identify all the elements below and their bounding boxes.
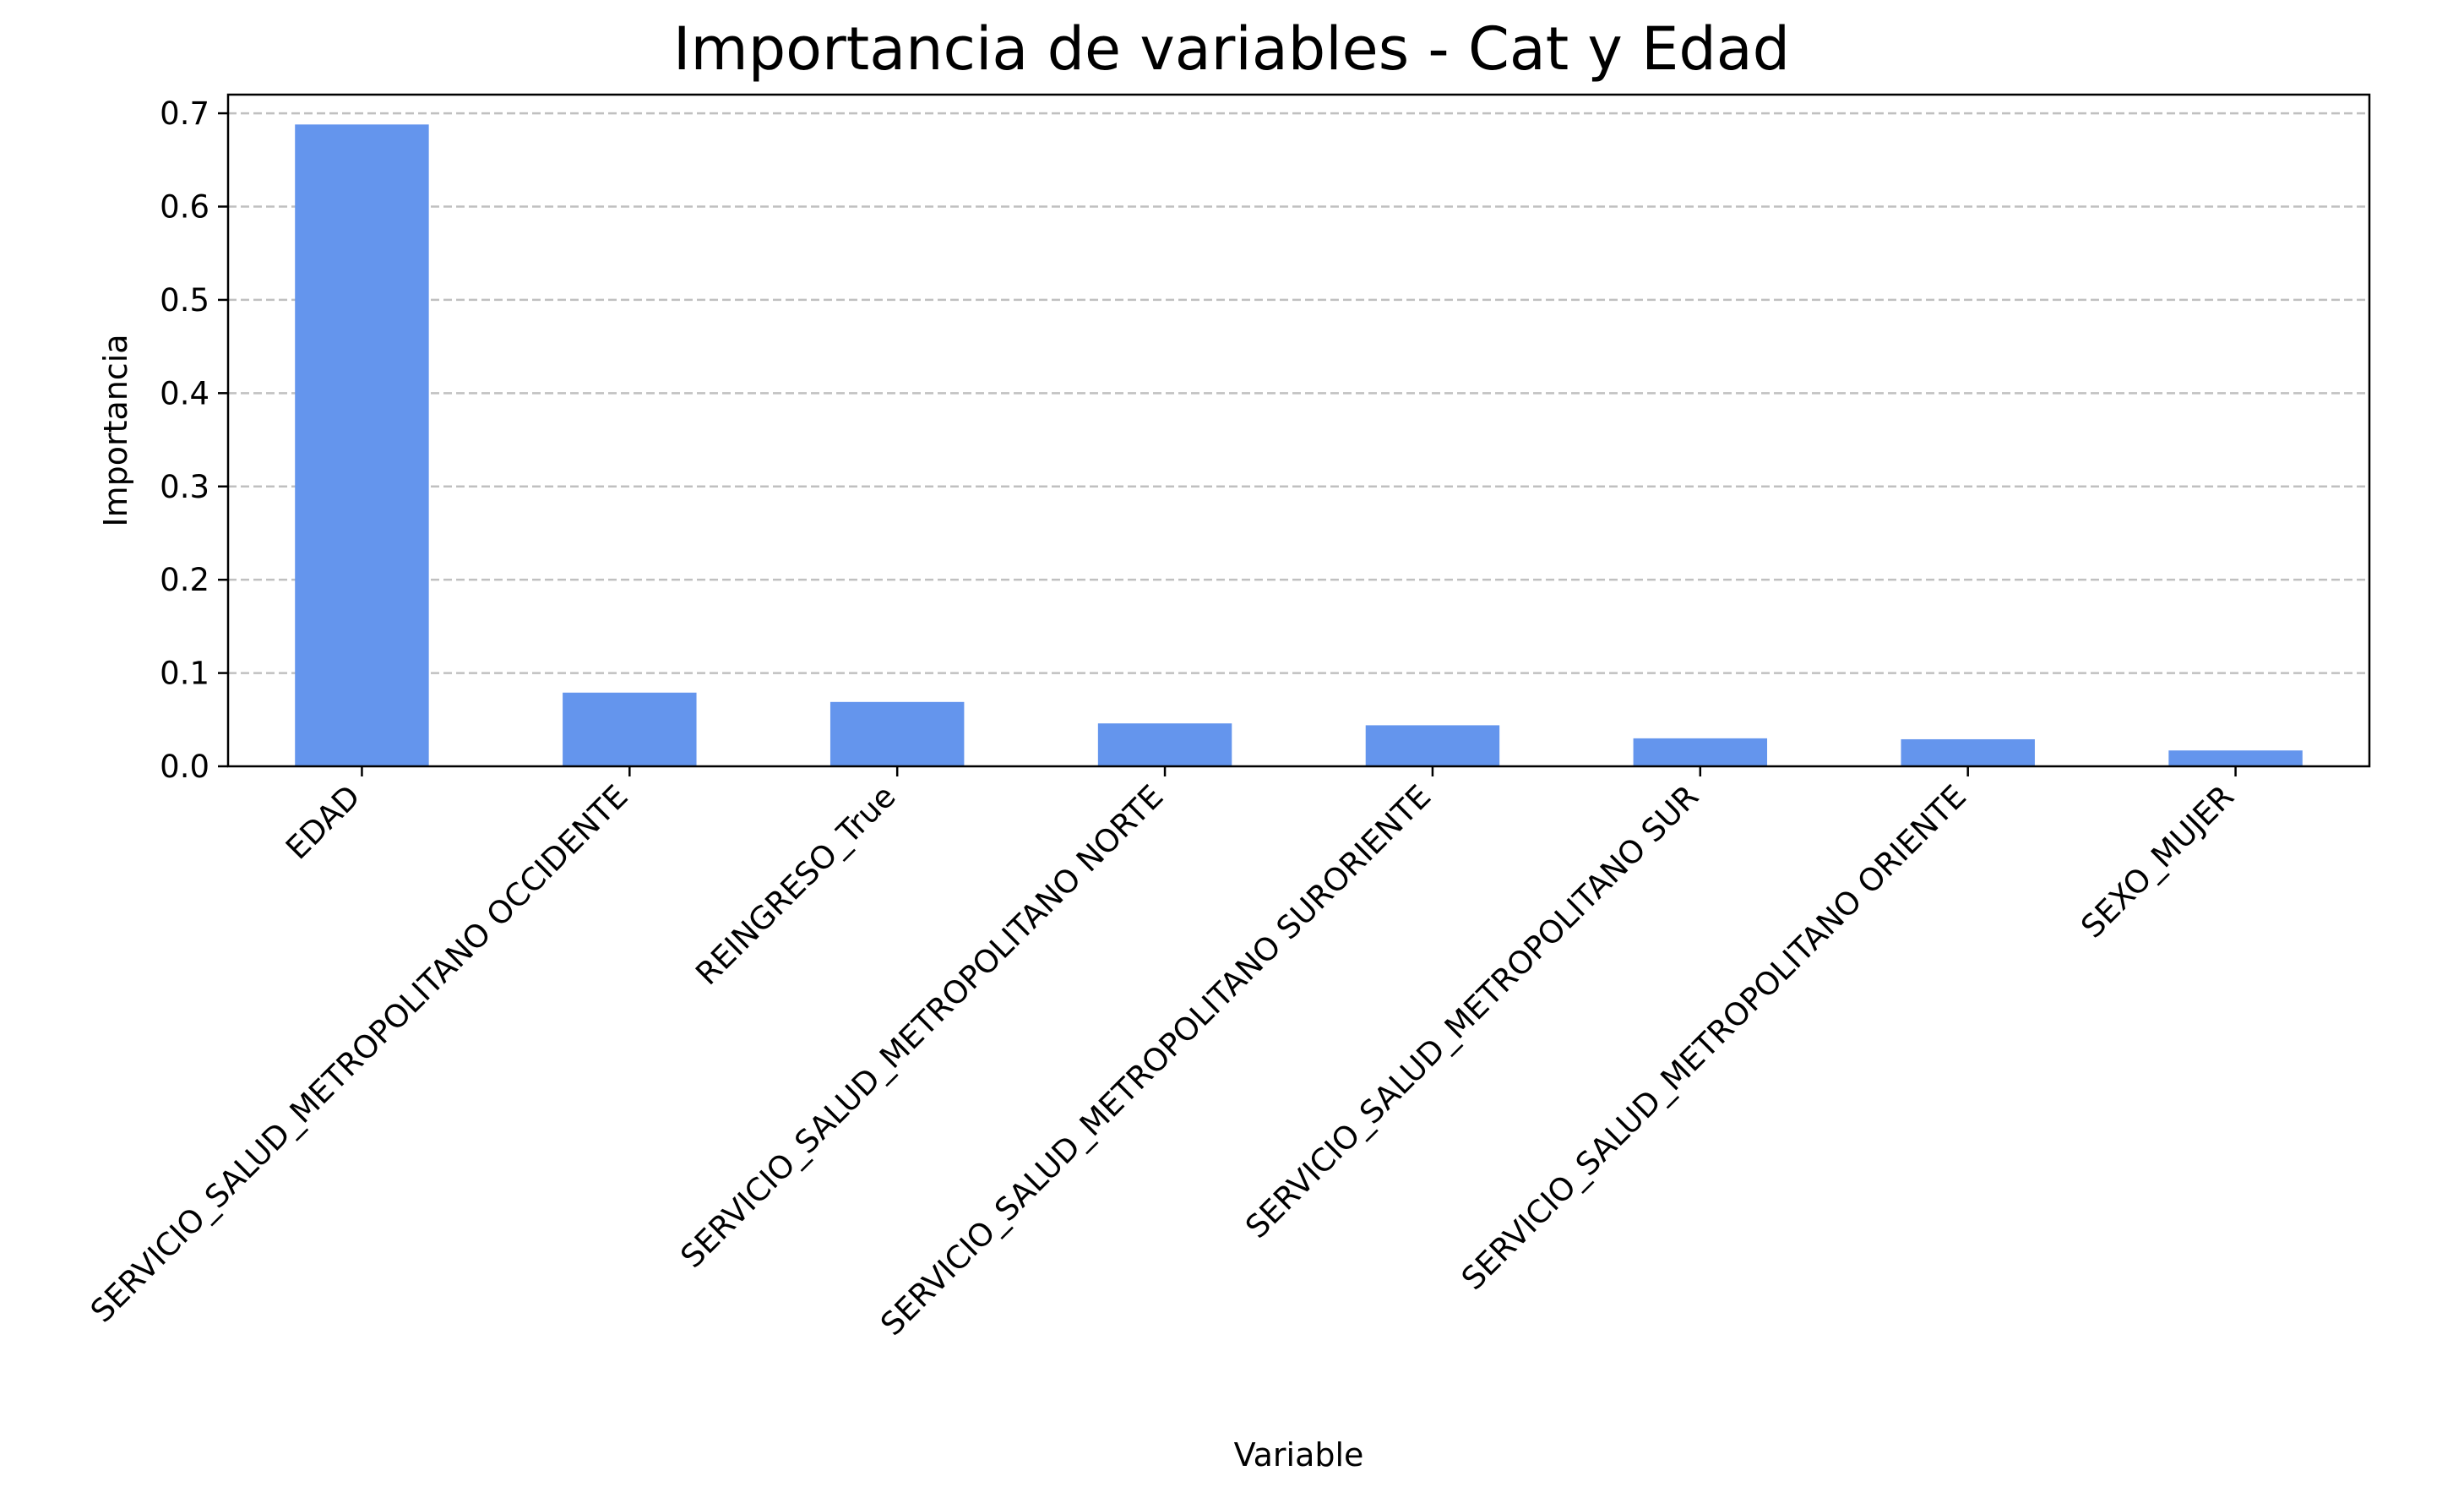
y-tick-label: 0.4 <box>160 375 209 411</box>
bar <box>1633 738 1768 766</box>
bar <box>829 701 965 766</box>
bar <box>295 124 429 767</box>
y-tick-label: 0.2 <box>160 562 209 598</box>
y-tick-label: 0.5 <box>160 282 209 319</box>
y-tick-label: 0.6 <box>160 189 209 226</box>
x-axis-label: Variable <box>1234 1436 1364 1473</box>
y-tick-label: 0.0 <box>160 749 209 785</box>
bar <box>563 692 697 766</box>
bar <box>2168 750 2303 766</box>
y-axis-ticks: 0.0 0.1 0.2 0.3 0.4 0.5 0.6 0.7 <box>160 95 228 785</box>
bar <box>1901 738 2035 766</box>
chart-title: Importancia de variables - Cat y Edad <box>673 14 1790 84</box>
bar <box>1365 725 1500 766</box>
y-axis-label: Importancia <box>97 334 134 526</box>
y-tick-label: 0.1 <box>160 656 209 692</box>
y-tick-label: 0.3 <box>160 469 209 505</box>
y-tick-label: 0.7 <box>160 95 209 132</box>
bar <box>1097 723 1232 766</box>
grid-lines <box>228 112 2369 674</box>
plot-frame <box>226 93 2371 768</box>
bars <box>295 124 2303 767</box>
